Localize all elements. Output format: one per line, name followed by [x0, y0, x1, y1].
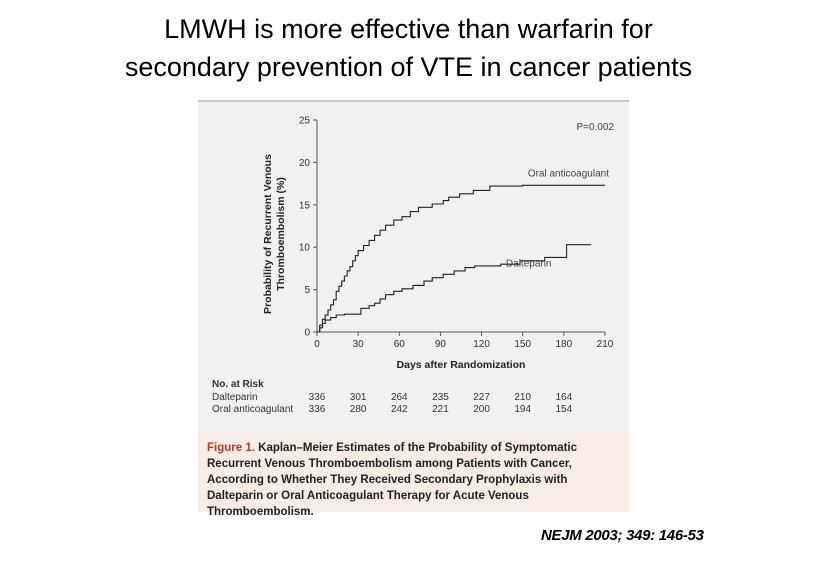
series-label-oral-anticoagulant: Oral anticoagulant — [528, 168, 609, 179]
figure-panel: 0 5 10 15 20 25 0 30 60 90 120 150 180 210 Days after … — [198, 100, 629, 518]
risk-value: 235 — [432, 392, 449, 403]
y-tick-label: 15 — [299, 200, 311, 211]
x-tick-label: 120 — [473, 339, 490, 350]
y-axis-title-line1: Probability of Recurrent Venous — [262, 154, 274, 314]
x-tick-label: 210 — [597, 339, 614, 350]
y-axis-title-line2: Thromboembolism (%) — [275, 177, 287, 291]
x-tick-label: 90 — [435, 339, 447, 350]
caption-text: Kaplan–Meier Estimates of the Probabilit… — [207, 442, 578, 518]
risk-value: 301 — [350, 392, 367, 403]
y-tick-label: 10 — [299, 243, 311, 254]
risk-table-title: No. at Risk — [212, 379, 264, 390]
risk-value: 164 — [556, 392, 573, 403]
risk-value: 264 — [391, 392, 408, 403]
caption-label: Figure 1. — [207, 442, 255, 454]
risk-value: 200 — [473, 404, 490, 415]
x-tick-label: 60 — [394, 339, 406, 350]
slide-title: LMWH is more effective than warfarin for… — [0, 10, 817, 86]
risk-value: 242 — [391, 404, 408, 415]
citation: NEJM 2003; 349: 146-53 — [541, 527, 704, 544]
x-tick-label: 150 — [514, 339, 531, 350]
risk-value: 336 — [309, 404, 326, 415]
x-tick-label: 180 — [556, 339, 573, 350]
dalteparin-curve — [317, 244, 592, 333]
p-value-annotation: P=0.002 — [576, 122, 614, 133]
risk-value: 280 — [350, 404, 367, 415]
y-tick-label: 0 — [304, 328, 310, 339]
risk-row-label: Oral anticoagulant — [212, 404, 293, 415]
risk-value: 154 — [556, 404, 573, 415]
y-tick-label: 20 — [299, 158, 311, 169]
figure-caption: Figure 1. Kaplan–Meier Estimates of the … — [198, 432, 629, 518]
y-tick-label: 5 — [304, 285, 310, 296]
risk-row-label: Dalteparin — [212, 392, 258, 403]
x-tick-label: 0 — [314, 339, 320, 350]
risk-value: 227 — [473, 392, 490, 403]
km-chart: 0 5 10 15 20 25 0 30 60 90 120 150 180 210 Days after … — [212, 116, 614, 416]
slide-title-line2: secondary prevention of VTE in cancer pa… — [124, 52, 693, 82]
slide-title-line1: LMWH is more effective than warfarin for — [164, 14, 653, 44]
risk-value: 336 — [309, 392, 326, 403]
oral-anticoagulant-curve — [317, 184, 605, 333]
risk-value: 194 — [514, 404, 531, 415]
x-tick-label: 30 — [353, 339, 365, 350]
y-tick-label: 25 — [299, 116, 311, 127]
x-axis-title: Days after Randomization — [397, 359, 526, 371]
risk-value: 210 — [514, 392, 531, 403]
risk-value: 221 — [432, 404, 449, 415]
series-label-dalteparin: Dalteparin — [506, 259, 552, 270]
